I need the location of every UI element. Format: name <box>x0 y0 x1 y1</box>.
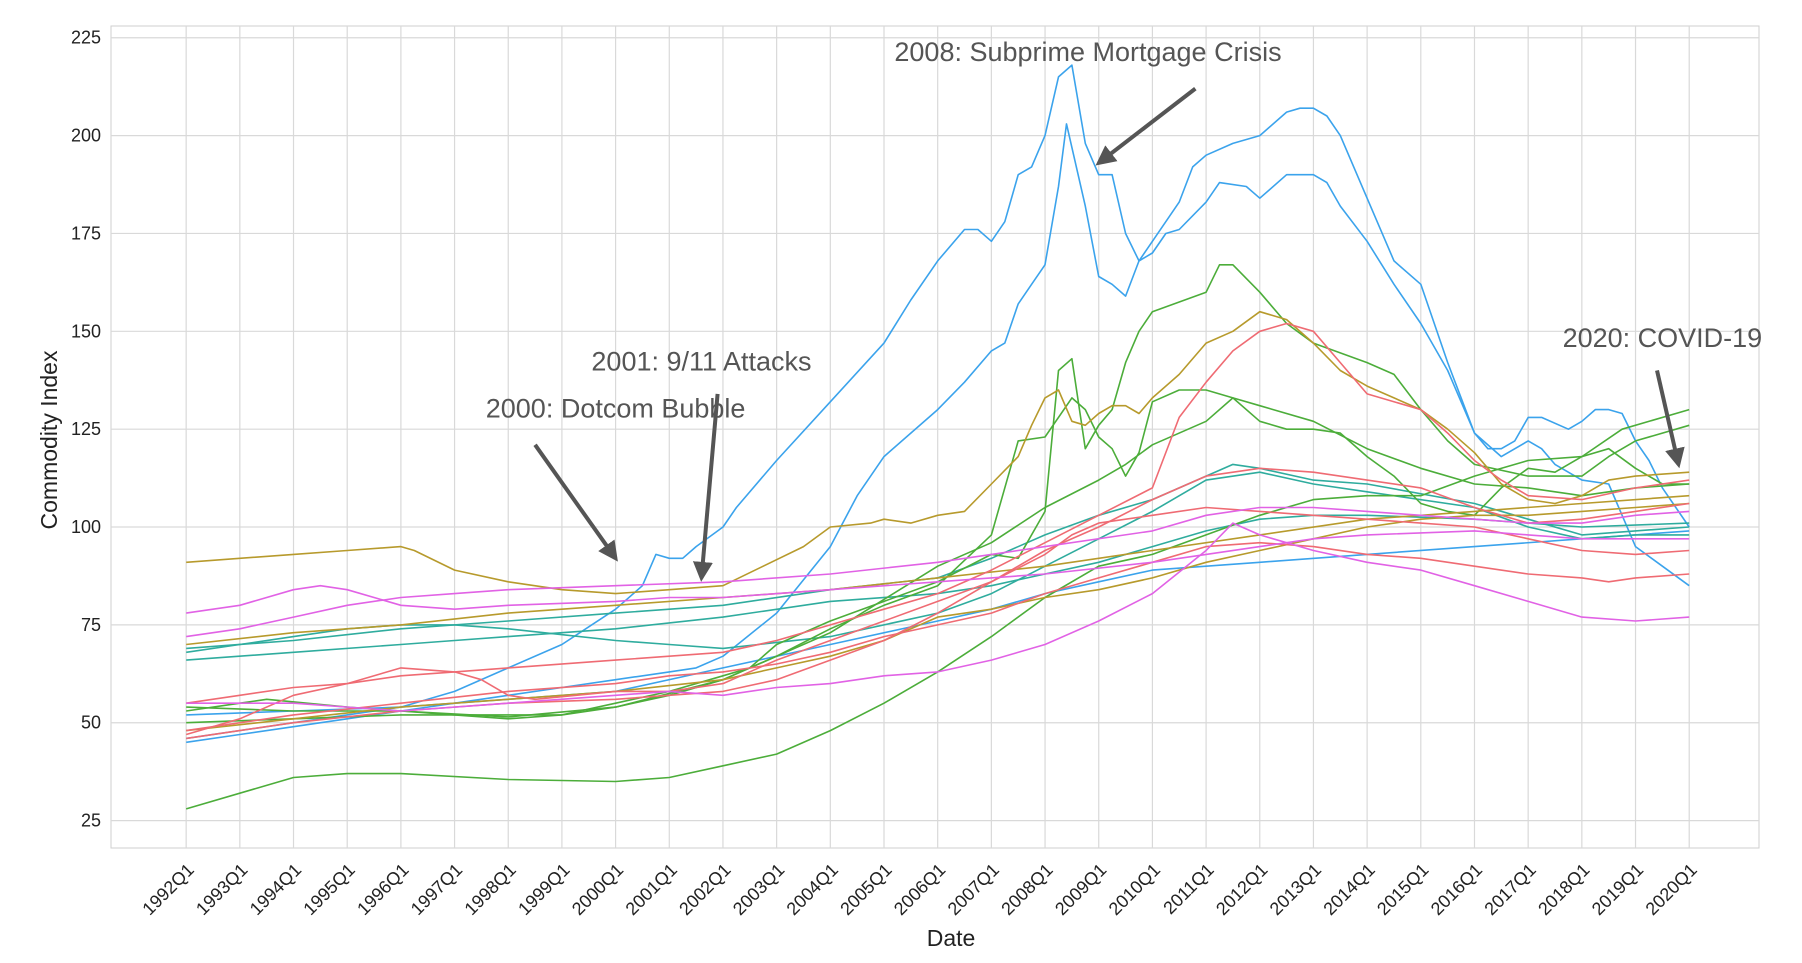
x-tick-label: 2017Q1 <box>1480 860 1539 919</box>
annotation-label-4: 2020: COVID-19 <box>1563 323 1763 353</box>
x-tick-label: 2002Q1 <box>675 860 734 919</box>
x-tick-label: 2001Q1 <box>622 860 681 919</box>
y-axis-title: Commodity Index <box>36 350 62 529</box>
series-line-11 <box>186 310 1690 595</box>
annotations: 2000: Dotcom Bubble 2001: 9/11 Attacks 200… <box>486 37 1763 582</box>
x-tick-label: 2000Q1 <box>568 860 627 919</box>
annotation-label-1: 2000: Dotcom Bubble <box>486 393 746 423</box>
series-line-7 <box>185 408 1690 810</box>
x-tick-label: 2014Q1 <box>1319 860 1378 919</box>
series-line-15 <box>185 467 1690 736</box>
y-tick-label: 50 <box>81 713 101 733</box>
y-tick-label: 150 <box>71 321 101 341</box>
plot-frame <box>110 25 1760 849</box>
x-tick-label: 2015Q1 <box>1373 860 1432 919</box>
x-tick-label: 2003Q1 <box>729 860 788 919</box>
series-line-16 <box>186 541 1690 732</box>
x-tick-label: 2005Q1 <box>836 860 895 919</box>
series-line-2 <box>186 123 1690 744</box>
x-tick-label: 2011Q1 <box>1159 860 1217 918</box>
y-tick-label: 125 <box>71 419 101 439</box>
annotation-arrow-3 <box>1095 87 1197 166</box>
annotation-label-3: 2008: Subprime Mortgage Crisis <box>894 37 1281 67</box>
y-axis-ticks: 25 50 75 100 125 150 175 200 225 <box>71 28 101 831</box>
series-line-19 <box>186 530 1690 614</box>
y-tick-label: 175 <box>71 223 101 243</box>
annotation-arrow-2 <box>692 393 720 582</box>
annotation-arrow-1 <box>533 443 618 562</box>
y-tick-label: 225 <box>71 28 101 48</box>
y-tick-label: 100 <box>71 517 101 537</box>
x-tick-label: 1996Q1 <box>353 860 412 919</box>
x-tick-label: 1993Q1 <box>192 860 251 919</box>
x-tick-label: 2007Q1 <box>944 860 1003 919</box>
annotation-label-2: 2001: 9/11 Attacks <box>591 346 811 376</box>
x-tick-label: 1994Q1 <box>246 860 305 919</box>
x-tick-label: 2004Q1 <box>783 860 842 919</box>
x-tick-label: 1995Q1 <box>299 860 358 919</box>
x-tick-label: 2009Q1 <box>1051 860 1110 919</box>
series-line-20 <box>186 522 1690 712</box>
annotation-arrow-4 <box>1655 370 1685 469</box>
series-lines <box>185 64 1690 810</box>
x-axis-ticks: 1992Q11993Q11994Q11995Q11996Q11997Q11998… <box>138 860 1701 919</box>
x-tick-label: 1992Q1 <box>138 860 197 919</box>
x-axis-title: Date <box>927 925 976 951</box>
x-tick-label: 2018Q1 <box>1534 860 1593 919</box>
y-tick-label: 25 <box>81 811 101 831</box>
y-tick-label: 200 <box>71 126 101 146</box>
x-tick-label: 2012Q1 <box>1212 860 1271 919</box>
x-tick-label: 2020Q1 <box>1642 860 1701 919</box>
x-tick-label: 2013Q1 <box>1266 860 1325 919</box>
series-line-10 <box>186 397 1690 718</box>
series-line-14 <box>186 322 1690 704</box>
x-tick-label: 2008Q1 <box>997 860 1056 919</box>
x-tick-label: 1998Q1 <box>461 860 520 919</box>
x-tick-label: 2006Q1 <box>890 860 949 919</box>
series-line-1 <box>186 64 1690 740</box>
x-tick-label: 2016Q1 <box>1427 860 1486 919</box>
x-tick-label: 2019Q1 <box>1588 860 1647 919</box>
x-tick-label: 1999Q1 <box>514 860 573 919</box>
y-tick-label: 75 <box>81 615 101 635</box>
x-tick-label: 2010Q1 <box>1105 860 1164 919</box>
x-tick-label: 1997Q1 <box>407 860 466 919</box>
series-line-12 <box>186 494 1690 646</box>
